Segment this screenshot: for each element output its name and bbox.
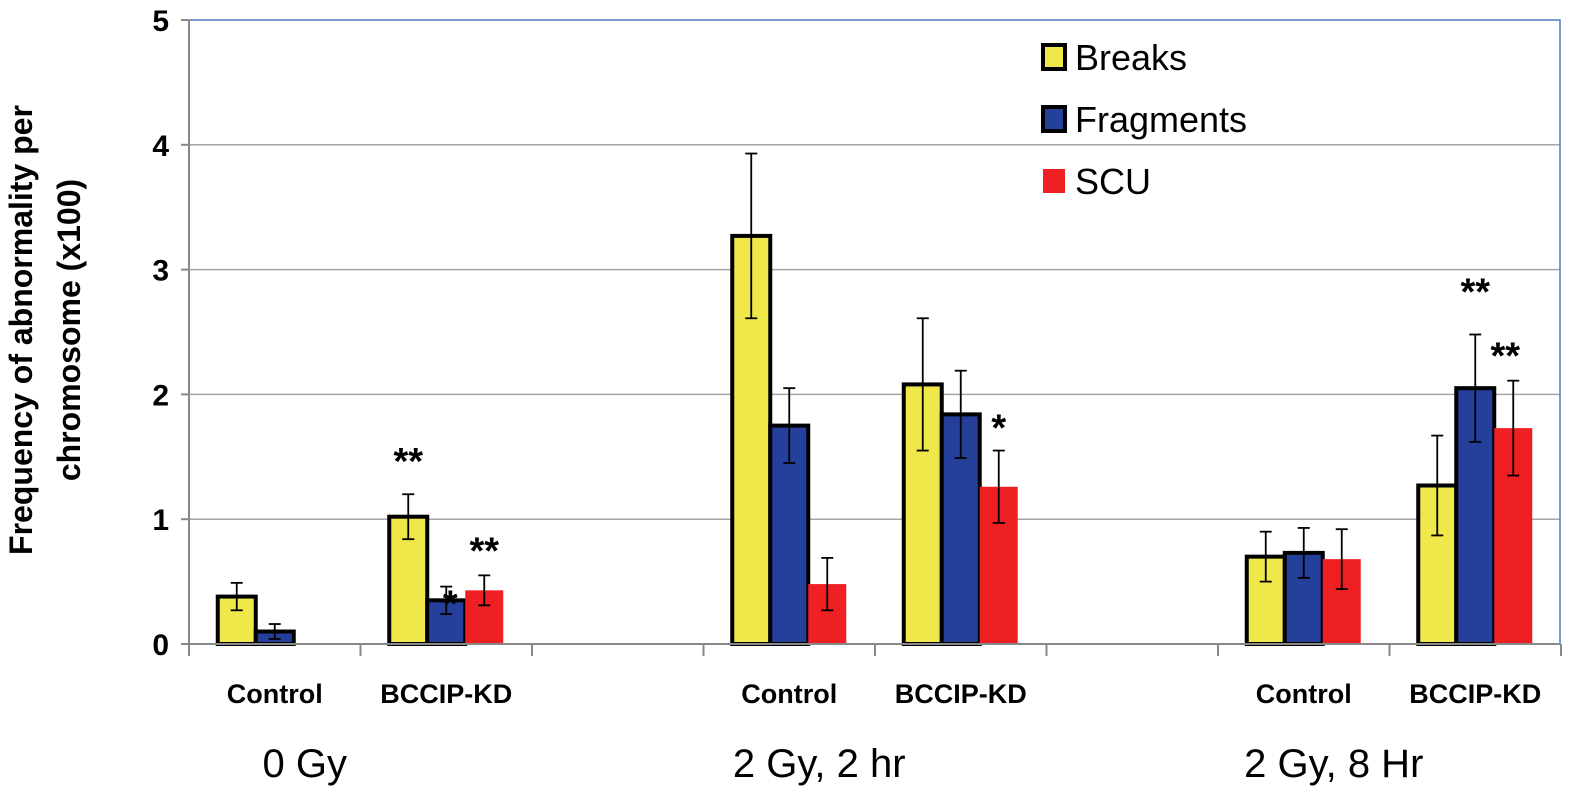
significance-marker: *: [991, 408, 1006, 450]
significance-marker: **: [1490, 336, 1520, 378]
y-axis: 0 1 2 3 4 5: [152, 5, 190, 662]
category-label: BCCIP-KD: [895, 679, 1027, 709]
legend-label-fragments: Fragments: [1075, 99, 1247, 140]
x-axis: Control BCCIP-KD Control BCCIP-KD Control BCC…: [188, 643, 1562, 786]
significance-marker: **: [393, 441, 423, 483]
legend: Breaks Fragments SCU: [1041, 37, 1247, 202]
y-axis-title-line-2: chromosome (x100): [51, 179, 87, 481]
y-tick-label: 0: [152, 629, 169, 662]
bars: **********: [215, 152, 1533, 647]
y-tick-label: 2: [152, 379, 169, 412]
significance-marker: **: [1460, 271, 1490, 313]
group-label: 0 Gy: [263, 742, 347, 786]
legend-swatch-scu: [1043, 169, 1065, 193]
y-axis-title-line-1: Frequency of abnormality per: [3, 105, 39, 555]
legend-label-scu: SCU: [1075, 161, 1151, 202]
y-axis-title: Frequency of abnormality per chromosome (…: [3, 105, 87, 555]
legend-swatch-breaks: [1041, 43, 1067, 71]
significance-marker: *: [443, 584, 458, 626]
group-label: 2 Gy, 2 hr: [733, 742, 906, 786]
group-label: 2 Gy, 8 Hr: [1244, 742, 1423, 786]
y-tick-label: 5: [152, 5, 169, 38]
y-tick-label: 4: [152, 130, 169, 163]
category-label: Control: [741, 679, 837, 709]
grid-lines: [189, 144, 1560, 520]
legend-swatch-fragments: [1041, 105, 1067, 133]
category-label: BCCIP-KD: [1409, 679, 1541, 709]
category-label: BCCIP-KD: [380, 679, 512, 709]
significance-marker: **: [469, 530, 499, 572]
y-tick-label: 3: [152, 255, 169, 288]
category-label: Control: [1256, 679, 1352, 709]
category-label: Control: [227, 679, 323, 709]
legend-label-breaks: Breaks: [1075, 37, 1187, 78]
y-tick-label: 1: [152, 504, 169, 537]
